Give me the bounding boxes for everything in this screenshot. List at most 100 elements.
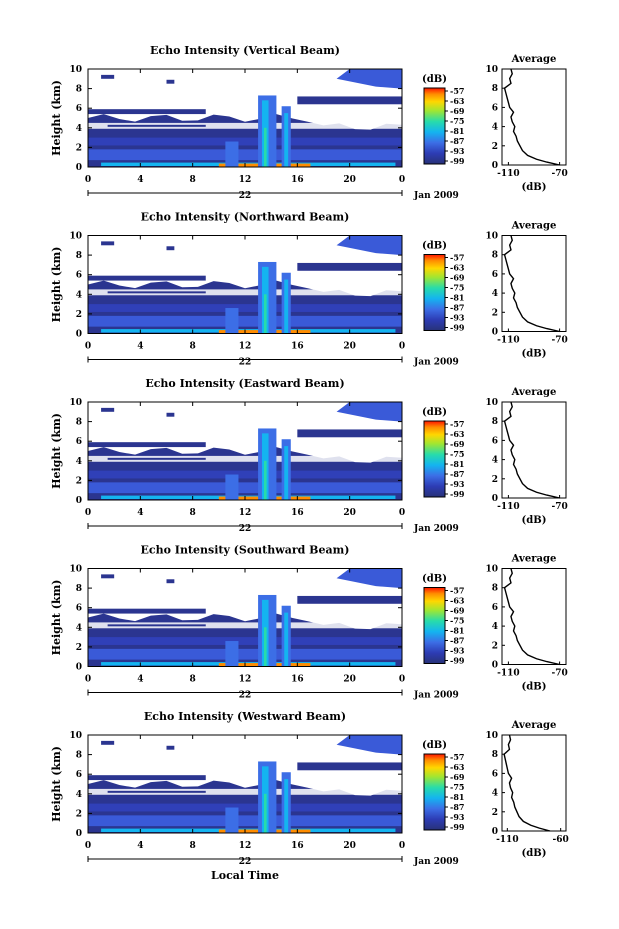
colorbar-tick-label: -87 [450, 136, 464, 146]
average-title: Average [511, 54, 557, 65]
y-tick-label: 8 [76, 251, 82, 261]
colorbar-tick-label: -63 [450, 96, 465, 106]
heatmap-plot [87, 235, 403, 334]
echo-speck [166, 79, 175, 84]
average-y-tick-label: 10 [485, 731, 498, 741]
echo-column-peak [263, 793, 267, 833]
average-profile-line [503, 68, 560, 166]
y-tick-label: 2 [76, 643, 82, 653]
panel-2: Echo Intensity (Northward Beam) 0 2 4 6 8 10 0 4… [50, 211, 568, 368]
y-tick-label: 8 [76, 751, 82, 761]
colorbar-tick-label: -57 [450, 586, 464, 596]
echo-gap-band [88, 788, 402, 795]
colorbar-unit: (dB) [422, 574, 447, 585]
y-axis-label: Height (km) [50, 247, 63, 323]
echo-gap-band [88, 122, 402, 129]
echo-column-small [225, 141, 239, 167]
y-tick-label: 8 [76, 85, 82, 95]
echo-band-fragment [107, 624, 206, 627]
echo-column-small [225, 474, 239, 500]
colorbar-tick-label: -93 [450, 479, 465, 489]
y-tick-label: 6 [76, 770, 82, 780]
x-tick-label: 12 [239, 841, 252, 851]
colorbar-tick-label: -63 [450, 263, 465, 273]
echo-gap-band [88, 289, 402, 296]
x-tick-label: 4 [137, 508, 143, 518]
echo-speck [101, 574, 115, 579]
colorbar-tick-label: -93 [450, 313, 465, 323]
colorbar-unit: (dB) [422, 241, 447, 252]
colorbar-tick-label: -81 [450, 792, 464, 802]
average-y-tick-label: 4 [492, 456, 498, 466]
echo-band-mid [88, 137, 402, 146]
y-tick-label: 2 [76, 310, 82, 320]
echo-high-cloud [336, 69, 402, 89]
panel-5: Echo Intensity (Westward Beam) 0 2 4 6 8 10 0 4 8… [50, 710, 569, 867]
average-x-tick-label: -110 [497, 669, 520, 679]
x-tick-label: 0 [399, 342, 405, 352]
average-x-tick-label: -60 [553, 835, 569, 845]
echo-band-lower [88, 315, 402, 327]
x-tick-label: 0 [85, 508, 91, 518]
colorbar-tick-label: -69 [450, 606, 465, 616]
colorbar-tick-label: -99 [450, 656, 465, 666]
colorbar [423, 753, 446, 831]
echo-column-peak [263, 460, 267, 500]
echo-layer-upper-right [297, 96, 402, 105]
x-tick-label: 16 [291, 175, 304, 185]
x-tick-label: 0 [85, 675, 91, 685]
x-tick-label: 4 [137, 675, 143, 685]
average-y-tick-label: 10 [485, 565, 498, 575]
y-tick-label: 0 [76, 330, 82, 340]
echo-gap-band [88, 455, 402, 462]
y-axis-label: Height (km) [50, 80, 63, 156]
y-tick-label: 4 [76, 623, 82, 633]
x-tick-label: 16 [291, 675, 304, 685]
colorbar-unit: (dB) [422, 740, 447, 751]
average-y-tick-label: 2 [492, 142, 498, 152]
average-y-tick-label: 10 [485, 65, 498, 75]
colorbar-tick-label: -69 [450, 439, 465, 449]
echo-band-lower [88, 648, 402, 660]
average-y-tick-label: 8 [492, 251, 498, 261]
y-tick-label: 2 [76, 143, 82, 153]
echo-band-mid [88, 470, 402, 479]
colorbar-tick-label: -57 [450, 752, 464, 762]
colorbar-tick-label: -57 [450, 253, 464, 263]
heatmap-plot [87, 68, 403, 168]
echo-column-second-core [284, 113, 289, 167]
colorbar-tick-label: -87 [450, 469, 464, 479]
echo-column-second-core [284, 612, 289, 667]
echo-layer-upper-left [88, 608, 206, 614]
average-y-tick-label: 2 [492, 308, 498, 318]
average-x-label: (dB) [522, 182, 547, 193]
echo-layer-upper-left [88, 775, 206, 781]
average-x-tick-label: -70 [551, 336, 567, 346]
x-tick-label: 16 [291, 841, 304, 851]
average-frame [501, 401, 567, 499]
x-tick-label: 0 [399, 841, 405, 851]
echo-column-small [225, 807, 239, 833]
average-y-tick-label: 4 [492, 123, 498, 133]
y-tick-label: 10 [69, 232, 82, 242]
average-x-label: (dB) [522, 848, 547, 859]
x-tick-label: 4 [137, 342, 143, 352]
y-tick-label: 4 [76, 124, 82, 134]
colorbar-tick-label: -93 [450, 646, 465, 656]
date-month-label: Jan 2009 [413, 358, 459, 368]
y-tick-label: 10 [69, 565, 82, 575]
x-tick-label: 8 [190, 675, 196, 685]
echo-column-peak [263, 294, 267, 334]
colorbar-tick-label: -63 [450, 762, 465, 772]
echo-speck [166, 745, 175, 750]
average-x-tick-label: -110 [497, 502, 520, 512]
colorbar-tick-label: -69 [450, 106, 465, 116]
heatmap-plot [87, 568, 403, 667]
colorbar-tick-label: -99 [450, 822, 465, 832]
y-tick-label: 0 [76, 663, 82, 673]
y-tick-label: 6 [76, 104, 82, 114]
y-tick-label: 10 [69, 731, 82, 741]
y-tick-label: 4 [76, 290, 82, 300]
average-title: Average [511, 720, 557, 731]
